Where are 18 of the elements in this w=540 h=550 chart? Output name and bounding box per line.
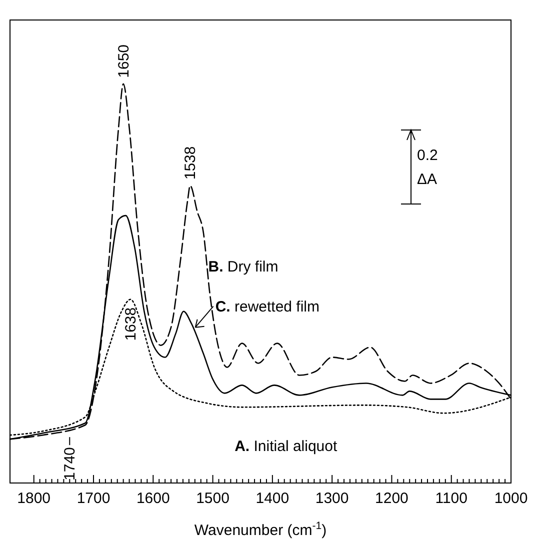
- annotation: 1538: [182, 146, 200, 180]
- annotation: 1740: [62, 447, 79, 480]
- series-label: B. Dry film: [208, 258, 278, 276]
- x-tick-label: 1600: [136, 490, 170, 507]
- x-tick-label: 1200: [375, 490, 408, 507]
- x-axis-title: Wavenumber (cm$^{-1}$): [194, 520, 327, 539]
- annotation: 1650: [115, 44, 132, 78]
- x-tick-label: 1400: [256, 490, 290, 507]
- x-tick-label: 1100: [435, 490, 468, 507]
- annotation: 0.2 ΔA: [417, 147, 438, 188]
- x-tick-label: 1800: [17, 490, 51, 507]
- text: A. Initial aliquot: [234, 438, 338, 456]
- annotation: 1638: [122, 307, 140, 341]
- x-tick-label: 1300: [315, 490, 349, 507]
- legend-label: C. rewetted film: [215, 298, 320, 316]
- x-tick-label: 1700: [76, 490, 110, 507]
- x-tick-label: 1000: [494, 490, 528, 507]
- x-tick-label: 1500: [196, 490, 230, 507]
